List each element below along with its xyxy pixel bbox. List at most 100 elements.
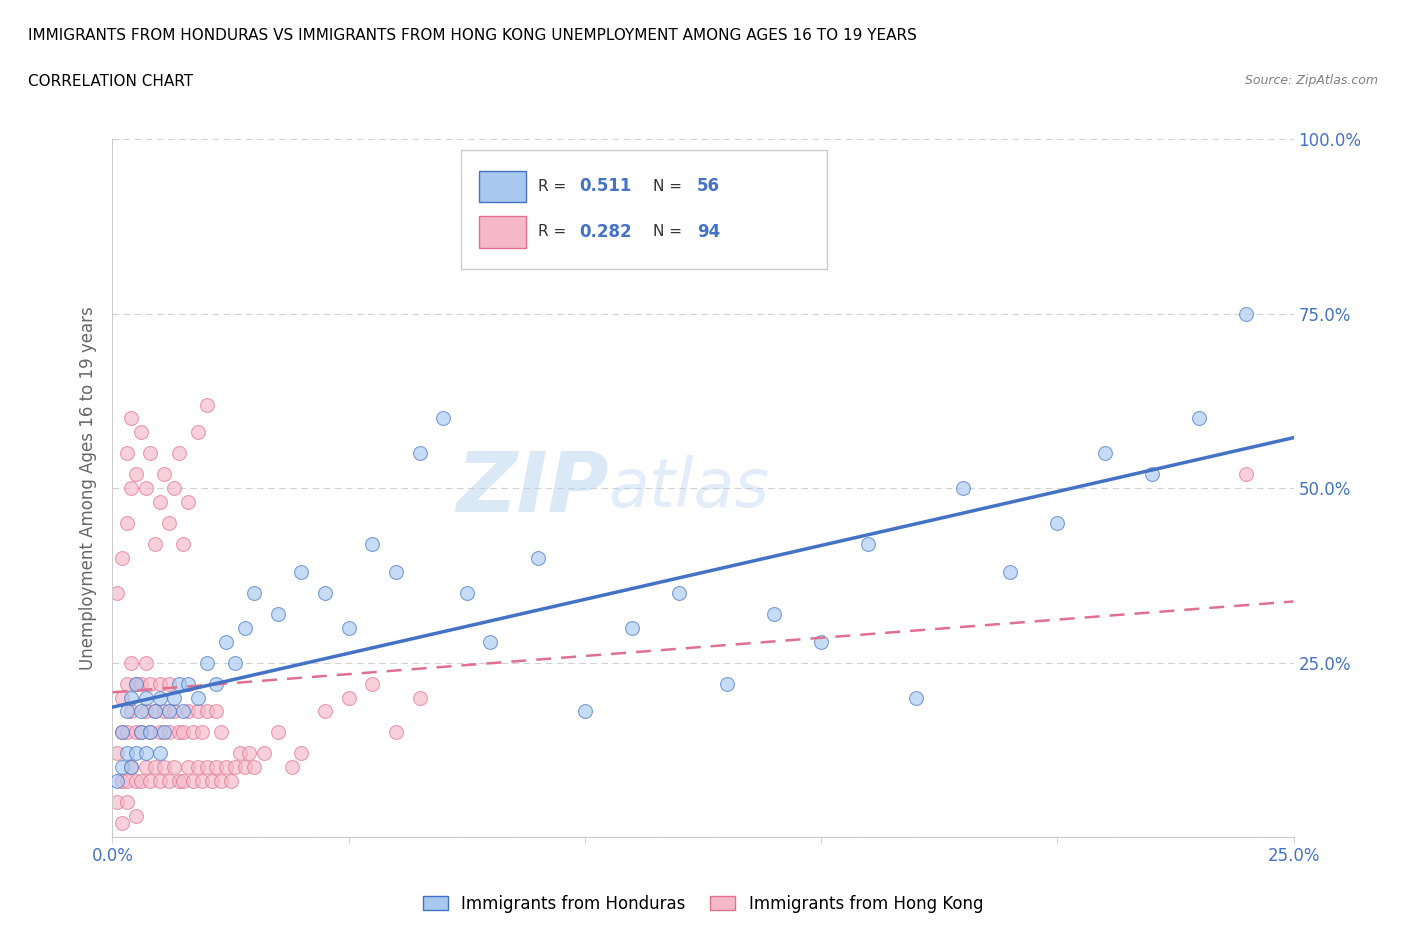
Point	[167, 725, 190, 740]
Point	[125, 467, 148, 482]
Point	[621, 620, 644, 635]
Point	[762, 606, 785, 621]
Point	[205, 760, 228, 775]
Point	[157, 774, 180, 789]
Point	[120, 690, 142, 705]
Point	[153, 760, 176, 775]
Point	[143, 704, 166, 719]
Text: CORRELATION CHART: CORRELATION CHART	[28, 74, 193, 89]
Point	[195, 656, 218, 671]
Point	[143, 704, 166, 719]
Point	[215, 634, 238, 649]
Point	[408, 445, 430, 460]
Point	[215, 760, 238, 775]
Point	[233, 760, 256, 775]
Text: N =: N =	[654, 224, 688, 239]
Point	[186, 425, 208, 440]
Point	[224, 760, 246, 775]
Point	[139, 774, 162, 789]
Point	[172, 537, 194, 551]
Point	[125, 809, 148, 824]
Point	[337, 620, 360, 635]
Point	[153, 467, 176, 482]
Point	[157, 676, 180, 691]
Point	[177, 495, 200, 510]
Point	[111, 816, 134, 830]
Point	[1094, 445, 1116, 460]
Text: IMMIGRANTS FROM HONDURAS VS IMMIGRANTS FROM HONG KONG UNEMPLOYMENT AMONG AGES 16: IMMIGRANTS FROM HONDURAS VS IMMIGRANTS F…	[28, 28, 917, 43]
Point	[1234, 307, 1257, 322]
Point	[186, 704, 208, 719]
Point	[668, 586, 690, 601]
Point	[139, 725, 162, 740]
Point	[129, 725, 152, 740]
Point	[163, 704, 186, 719]
Y-axis label: Unemployment Among Ages 16 to 19 years: Unemployment Among Ages 16 to 19 years	[79, 306, 97, 671]
Point	[219, 774, 242, 789]
Point	[716, 676, 738, 691]
Point	[385, 565, 408, 579]
Point	[115, 774, 138, 789]
Point	[115, 746, 138, 761]
Legend: Immigrants from Honduras, Immigrants from Hong Kong: Immigrants from Honduras, Immigrants fro…	[416, 888, 990, 920]
Point	[432, 411, 454, 426]
Point	[337, 690, 360, 705]
Point	[111, 760, 134, 775]
Text: R =: R =	[537, 224, 571, 239]
Point	[115, 676, 138, 691]
Point	[209, 774, 232, 789]
Text: ZIP: ZIP	[456, 447, 609, 529]
Point	[181, 725, 204, 740]
Point	[281, 760, 304, 775]
Text: 0.511: 0.511	[579, 178, 631, 195]
Point	[105, 746, 128, 761]
Point	[120, 704, 142, 719]
Point	[163, 481, 186, 496]
Point	[125, 725, 148, 740]
Point	[120, 411, 142, 426]
Point	[167, 445, 190, 460]
Point	[153, 725, 176, 740]
Point	[191, 774, 214, 789]
Point	[115, 445, 138, 460]
Point	[858, 537, 880, 551]
Point	[195, 704, 218, 719]
Point	[111, 725, 134, 740]
Point	[191, 725, 214, 740]
Point	[125, 746, 148, 761]
Point	[105, 794, 128, 809]
Point	[186, 690, 208, 705]
Point	[1140, 467, 1163, 482]
Point	[157, 725, 180, 740]
Point	[120, 760, 142, 775]
Point	[456, 586, 478, 601]
Point	[314, 704, 336, 719]
Point	[120, 760, 142, 775]
Point	[105, 586, 128, 601]
Point	[290, 746, 312, 761]
FancyBboxPatch shape	[478, 171, 526, 203]
Point	[135, 690, 157, 705]
Point	[120, 656, 142, 671]
Point	[129, 425, 152, 440]
Point	[177, 704, 200, 719]
FancyBboxPatch shape	[461, 150, 827, 269]
Point	[243, 586, 266, 601]
Point	[952, 481, 974, 496]
Point	[195, 397, 218, 412]
Point	[115, 704, 138, 719]
Point	[267, 725, 290, 740]
Point	[163, 690, 186, 705]
Point	[177, 760, 200, 775]
Point	[149, 690, 172, 705]
Point	[157, 515, 180, 530]
Text: R =: R =	[537, 179, 571, 193]
Point	[153, 704, 176, 719]
Point	[172, 774, 194, 789]
Point	[177, 676, 200, 691]
Point	[135, 656, 157, 671]
Text: atlas: atlas	[609, 456, 769, 521]
Point	[1188, 411, 1211, 426]
Point	[111, 690, 134, 705]
Point	[238, 746, 260, 761]
